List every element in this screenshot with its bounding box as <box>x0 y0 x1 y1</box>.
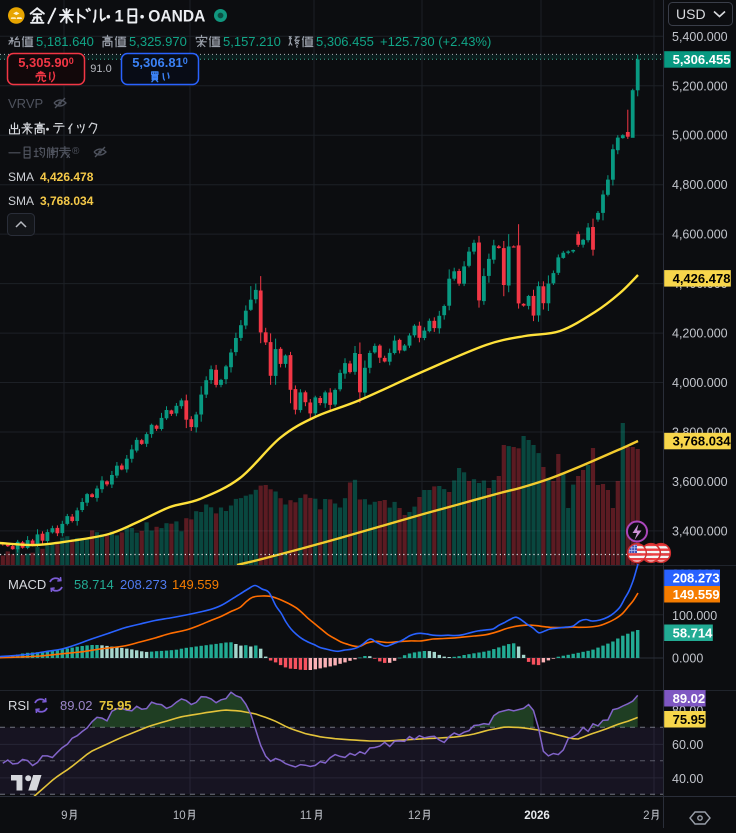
svg-text:60.00: 60.00 <box>672 738 703 752</box>
svg-text:100.000: 100.000 <box>672 609 717 623</box>
svg-text:5,325.970: 5,325.970 <box>129 34 187 49</box>
svg-text:USD: USD <box>676 6 706 22</box>
svg-text:+125.730 (+2.43%): +125.730 (+2.43%) <box>380 34 491 49</box>
svg-text:5,305.900: 5,305.900 <box>18 55 74 70</box>
svg-text:5,000.000: 5,000.000 <box>672 129 728 143</box>
svg-text:1: 1 <box>115 8 124 26</box>
svg-text:2026: 2026 <box>524 810 550 822</box>
svg-text:5,181.640: 5,181.640 <box>36 34 94 49</box>
svg-text:208.273: 208.273 <box>120 577 167 592</box>
svg-text:208.273: 208.273 <box>673 571 720 586</box>
svg-text:SMA: SMA <box>8 194 34 208</box>
svg-text:89.02: 89.02 <box>673 691 706 706</box>
svg-text:91.0: 91.0 <box>90 63 111 75</box>
svg-text:3,600.000: 3,600.000 <box>672 475 728 489</box>
svg-text:3,768.034: 3,768.034 <box>40 194 94 208</box>
svg-text:58.714: 58.714 <box>74 577 114 592</box>
svg-text:5,306.455: 5,306.455 <box>316 34 374 49</box>
svg-text:MACD: MACD <box>8 577 46 592</box>
svg-text:40.00: 40.00 <box>672 772 703 786</box>
svg-text:12: 12 <box>408 810 421 822</box>
svg-text:3,768.034: 3,768.034 <box>673 434 732 449</box>
svg-text:®: ® <box>72 146 80 157</box>
svg-text:4,200.000: 4,200.000 <box>672 327 728 341</box>
svg-text:58.714: 58.714 <box>673 625 714 640</box>
svg-text:RSI: RSI <box>8 698 30 713</box>
svg-text:4,600.000: 4,600.000 <box>672 228 728 242</box>
svg-text:149.559: 149.559 <box>172 577 219 592</box>
svg-text:4,426.478: 4,426.478 <box>673 271 731 286</box>
svg-text:11: 11 <box>300 810 312 822</box>
svg-text:75.95: 75.95 <box>673 712 706 727</box>
svg-text:5,157.210: 5,157.210 <box>223 34 281 49</box>
svg-text:4,800.000: 4,800.000 <box>672 178 728 192</box>
svg-text:5,400.000: 5,400.000 <box>672 30 728 44</box>
svg-text:5,306.455: 5,306.455 <box>673 52 731 67</box>
svg-text:9: 9 <box>61 810 67 822</box>
svg-text:89.02: 89.02 <box>60 698 93 713</box>
svg-text:3,400.000: 3,400.000 <box>672 524 728 538</box>
svg-text:2: 2 <box>643 810 649 822</box>
svg-text:75.95: 75.95 <box>99 698 132 713</box>
svg-text:SMA: SMA <box>8 170 34 184</box>
svg-text:5,200.000: 5,200.000 <box>672 79 728 93</box>
svg-text:0.000: 0.000 <box>672 652 703 666</box>
svg-text:10: 10 <box>173 810 186 822</box>
svg-text:VRVP: VRVP <box>8 96 43 111</box>
svg-text:5,306.810: 5,306.810 <box>132 55 188 70</box>
svg-text:149.559: 149.559 <box>673 587 720 602</box>
svg-text:OANDA: OANDA <box>148 8 205 26</box>
svg-text:4,426.478: 4,426.478 <box>40 170 94 184</box>
svg-text:4,000.000: 4,000.000 <box>672 376 728 390</box>
